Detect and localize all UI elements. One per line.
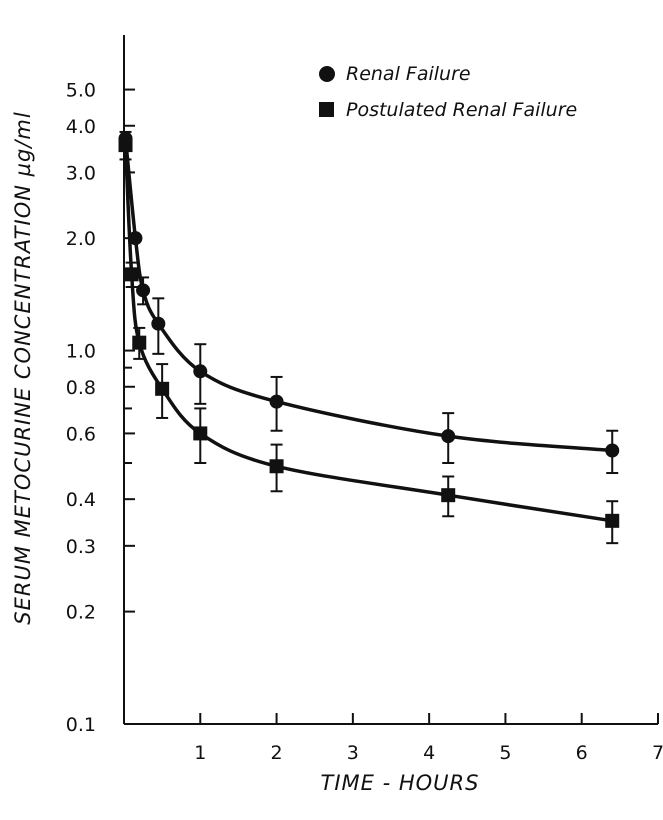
data-point-square [193, 426, 208, 441]
y-axis-title: SERUM METOCURINE CONCENTRATION µg/ml [11, 111, 35, 624]
y-tick-label: 3.0 [66, 162, 96, 184]
y-tick-label: 0.4 [66, 489, 96, 511]
data-point-square [155, 381, 170, 396]
data-point-circle [128, 231, 143, 246]
axes [123, 35, 658, 725]
y-tick-label: 5.0 [66, 80, 96, 102]
y-tick-label: 0.1 [66, 714, 96, 736]
x-tick-label: 1 [194, 742, 206, 764]
y-axis-ticks: 0.1 0.2 0.3 0.4 0.6 0.8 1.0 2.0 3.0 4.0 5.0 [66, 80, 135, 736]
data-markers [118, 131, 620, 528]
y-tick-label: 0.8 [66, 377, 96, 399]
legend: Renal Failure Postulated Renal Failure [319, 63, 577, 121]
x-tick-label: 5 [499, 742, 511, 764]
data-point-square [132, 335, 147, 350]
x-tick-label: 6 [576, 742, 588, 764]
legend-label-postulated-renal-failure: Postulated Renal Failure [346, 99, 577, 121]
x-axis-ticks: 1 2 3 4 5 6 7 [194, 713, 663, 764]
legend-marker-renal-failure [319, 66, 335, 82]
legend-marker-postulated-renal-failure [319, 102, 334, 117]
data-point-circle [151, 316, 166, 331]
x-tick-label: 7 [652, 742, 663, 764]
y-tick-label: 2.0 [66, 228, 96, 250]
y-tick-label: 0.2 [66, 602, 96, 624]
y-tick-label: 4.0 [66, 116, 96, 138]
legend-label-renal-failure: Renal Failure [346, 63, 471, 85]
x-axis-title: TIME - HOURS [321, 771, 480, 795]
x-tick-label: 4 [423, 742, 435, 764]
data-point-circle [605, 443, 620, 458]
data-point-square [124, 267, 139, 282]
data-point-square [118, 138, 133, 153]
y-tick-label: 0.6 [66, 423, 96, 445]
data-point-square [605, 513, 620, 528]
y-tick-label: 1.0 [66, 341, 96, 363]
data-point-square [441, 488, 456, 503]
data-point-circle [193, 364, 208, 379]
x-tick-label: 3 [347, 742, 359, 764]
data-point-circle [269, 394, 284, 409]
series-line-1 [123, 145, 613, 523]
x-tick-label: 2 [271, 742, 283, 764]
data-point-circle [136, 283, 151, 298]
y-tick-label: 0.3 [66, 536, 96, 558]
data-point-square [269, 459, 284, 474]
data-point-circle [441, 429, 456, 444]
